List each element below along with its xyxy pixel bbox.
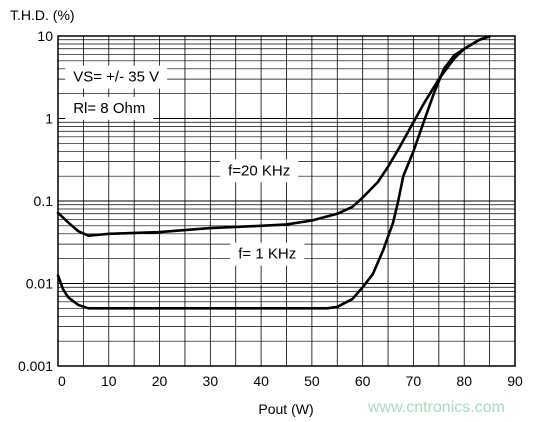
y-axis-label: T.H.D. (%) [10, 7, 75, 23]
annotation-background [220, 159, 299, 183]
annotation-background [65, 96, 154, 120]
x-tick-label: 70 [406, 373, 422, 389]
x-tick-label: 40 [253, 373, 269, 389]
watermark-text: www.cntronics.com [367, 399, 505, 416]
x-tick-label: 90 [507, 373, 523, 389]
annotation: f=20 KHz [220, 159, 299, 183]
x-tick-label: 60 [355, 373, 371, 389]
annotation-text: Rl= 8 Ohm [73, 100, 145, 117]
annotation: f= 1 KHz [230, 242, 305, 266]
x-tick-label: 10 [101, 373, 117, 389]
series-lines [56, 35, 491, 310]
x-tick-label: 50 [304, 373, 320, 389]
plot-frame [57, 35, 516, 367]
y-tick-labels: 0.001 0.01 0.1 1 10 [18, 28, 53, 374]
y-tick-label: 10 [37, 28, 53, 44]
x-tick-label: 0 [58, 373, 66, 389]
annotations: VS= +/- 35 V Rl= 8 Ohm f=20 KHz f= 1 KHz [65, 65, 305, 266]
annotation-background [65, 65, 168, 89]
series-line-f1khz [56, 35, 491, 310]
x-axis-label: Pout (W) [258, 401, 313, 417]
y-tick-label: 1 [45, 111, 53, 127]
annotation-background [230, 242, 305, 266]
annotation: Rl= 8 Ohm [65, 96, 154, 120]
annotation-text: f= 1 KHz [238, 246, 296, 263]
y-tick-label: 0.1 [34, 193, 54, 209]
annotation-text: VS= +/- 35 V [73, 69, 159, 86]
grid [58, 36, 515, 366]
x-tick-labels: 0 10 20 30 40 50 60 70 80 90 [58, 373, 523, 389]
x-tick-label: 30 [203, 373, 219, 389]
annotation-text: f=20 KHz [228, 162, 290, 179]
x-tick-label: 20 [152, 373, 168, 389]
y-tick-label: 0.001 [18, 358, 53, 374]
annotation: VS= +/- 35 V [65, 65, 168, 89]
x-tick-label: 80 [456, 373, 472, 389]
y-tick-label: 0.01 [26, 276, 53, 292]
